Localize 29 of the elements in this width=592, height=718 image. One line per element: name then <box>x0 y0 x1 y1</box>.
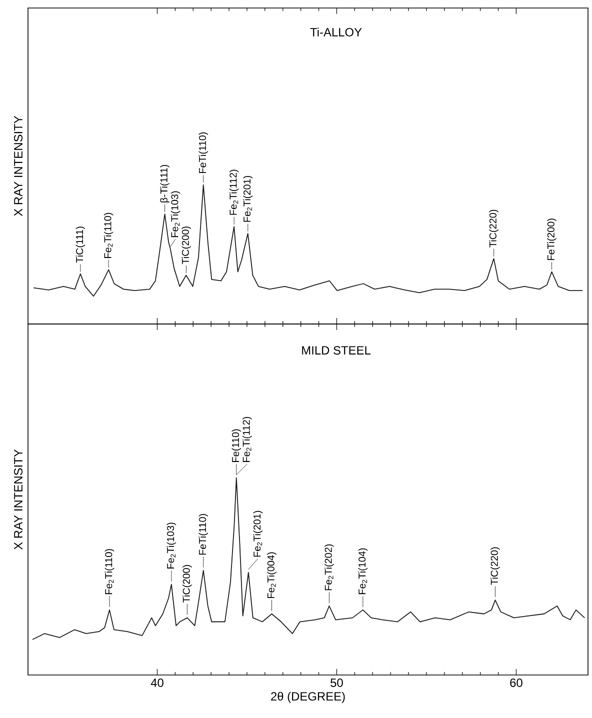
annotation: Fe$_{2}$Ti(201) <box>253 510 263 557</box>
y-axis-title: X RAY INTENSITY <box>14 449 22 550</box>
annotation: Fe$_{2}$Ti(103) <box>170 191 180 238</box>
annotation: Fe$_{2}$Ti(112) <box>242 416 252 462</box>
annotation: FeTi(110) <box>198 514 208 555</box>
x-axis-title: 2θ (DEGREE) <box>271 692 345 703</box>
annotation: FeTi(110) <box>198 132 208 174</box>
x-tick-label: 60 <box>510 678 522 687</box>
annotation: Fe(110) <box>232 429 242 462</box>
annotation: TiC(220) <box>489 210 498 248</box>
y-axis-title: X RAY INTENSITY <box>14 116 22 216</box>
chart-title: MILD STEEL <box>302 346 370 355</box>
x-tick-label: 50 <box>330 678 343 687</box>
annotation: Fe$_{2}$Ti(110) <box>104 549 114 594</box>
annotation: TiC(200) <box>182 226 191 264</box>
annotation: Fe$_{2}$Ti(202) <box>324 544 334 590</box>
annotation: FeTi(200) <box>547 218 556 260</box>
chart-title: Ti-ALLOY <box>310 28 362 36</box>
x-tick-label: 40 <box>150 678 164 687</box>
annotation: Fe$_{2}$Ti(201) <box>243 176 253 222</box>
annotation: Fe$_{2}$Ti(103) <box>166 522 176 568</box>
annotation: TiC(200) <box>182 565 192 603</box>
annotation: Fe$_{2}$Ti(004) <box>267 552 276 598</box>
annotation: TiC(111) <box>76 226 86 263</box>
annotation: TiC(220) <box>490 547 500 585</box>
annotation: β-Ti(111) <box>160 164 170 202</box>
annotation: Fe$_{2}$Ti(110) <box>104 212 114 258</box>
annotation: Fe$_{2}$Ti(112) <box>229 170 239 215</box>
annotation: Fe$_{2}$Ti(104) <box>358 548 368 594</box>
